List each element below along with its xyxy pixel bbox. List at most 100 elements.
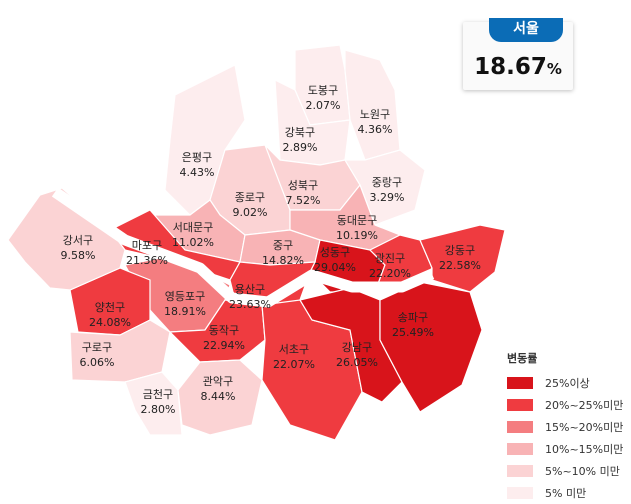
legend-label: 25%이상 xyxy=(545,377,590,390)
legend-title: 변동률 xyxy=(507,352,538,365)
district-name: 서대문구 xyxy=(172,221,214,234)
district-label: 성북구 7.52% xyxy=(286,178,321,208)
district-name: 성동구 xyxy=(319,246,351,259)
district-name: 도봉구 xyxy=(307,84,339,97)
district-name: 노원구 xyxy=(359,108,391,121)
district-rate: 21.36% xyxy=(126,254,168,267)
district-name: 금천구 xyxy=(142,388,174,401)
district-name: 송파구 xyxy=(397,311,429,324)
district-rate: 18.91% xyxy=(164,305,206,318)
legend-swatch xyxy=(507,421,533,433)
district-label: 강남구 26.05% xyxy=(336,340,378,370)
district-rate: 2.89% xyxy=(282,141,318,154)
legend-swatch xyxy=(507,443,533,455)
legend-swatch xyxy=(507,399,533,411)
district-rate: 4.43% xyxy=(179,166,215,179)
district-label: 광진구 22.20% xyxy=(369,251,411,281)
district-label: 양천구 24.08% xyxy=(89,300,131,330)
district-23[interactable] xyxy=(299,287,403,403)
legend-item: 5% 미만 xyxy=(507,482,623,504)
district-name: 마포구 xyxy=(131,239,163,252)
district-rate: 29.04% xyxy=(314,261,356,274)
district-label: 중랑구 3.29% xyxy=(370,175,405,205)
district-name: 종로구 xyxy=(234,191,266,204)
district-rate: 4.36% xyxy=(357,123,393,136)
district-rate: 26.05% xyxy=(336,356,378,369)
district-label: 동대문구 10.19% xyxy=(336,213,378,243)
legend-swatch xyxy=(507,377,533,389)
district-label: 종로구 9.02% xyxy=(233,190,268,220)
legend-label: 20%~25%미만 xyxy=(545,399,624,412)
district-name: 동작구 xyxy=(208,324,240,337)
district-name: 강동구 xyxy=(444,244,476,257)
legend-item: 5%~10% 미만 xyxy=(507,460,623,482)
district-name: 광진구 xyxy=(374,252,406,265)
district-label: 노원구 4.36% xyxy=(358,107,393,137)
district-rate: 6.06% xyxy=(79,356,115,369)
legend-label: 5% 미만 xyxy=(545,487,587,500)
district-rate: 23.63% xyxy=(229,298,271,311)
district-24[interactable] xyxy=(379,281,483,413)
region-ribbon: 서울 xyxy=(489,18,563,42)
district-rate: 14.82% xyxy=(262,254,304,267)
district-name: 구로구 xyxy=(81,341,113,354)
legend-item: 10%~15%미만 xyxy=(507,438,623,460)
legend-item: 20%~25%미만 xyxy=(507,394,623,416)
han-river xyxy=(51,187,435,308)
district-rate: 7.52% xyxy=(285,194,321,207)
legend-swatch xyxy=(507,487,533,499)
district-label: 송파구 25.49% xyxy=(392,310,434,340)
district-label: 강북구 2.89% xyxy=(283,125,318,155)
district-label: 관악구 8.44% xyxy=(201,374,236,404)
district-rate: 2.80% xyxy=(140,403,176,416)
legend: 변동률 25%이상 20%~25%미만 15%~20%미만 10%~15%미만 5%~1… xyxy=(507,350,623,504)
district-name: 중랑구 xyxy=(371,176,403,189)
district-label: 금천구 2.80% xyxy=(141,387,176,417)
legend-item: 15%~20%미만 xyxy=(507,416,623,438)
district-name: 서초구 xyxy=(278,343,310,356)
district-name: 강북구 xyxy=(284,126,316,139)
district-name: 동대문구 xyxy=(336,214,378,227)
district-rate: 22.20% xyxy=(369,267,411,280)
district-name: 강남구 xyxy=(341,341,373,354)
district-13[interactable] xyxy=(419,224,506,293)
district-rate: 22.94% xyxy=(203,339,245,352)
district-label: 강서구 9.58% xyxy=(61,233,96,263)
district-name: 양천구 xyxy=(94,301,126,314)
district-label: 마포구 21.36% xyxy=(126,238,168,268)
district-label: 은평구 4.43% xyxy=(180,150,215,180)
district-name: 강서구 xyxy=(62,234,94,247)
district-label: 도봉구 2.07% xyxy=(306,83,341,113)
district-19[interactable] xyxy=(124,371,183,436)
district-name: 은평구 xyxy=(181,151,213,164)
legend-label: 5%~10% 미만 xyxy=(545,465,620,478)
district-rate: 3.29% xyxy=(369,191,405,204)
district-rate: 8.44% xyxy=(200,390,236,403)
district-21[interactable] xyxy=(177,359,263,436)
legend-label: 15%~20%미만 xyxy=(545,421,624,434)
district-name: 관악구 xyxy=(202,375,234,388)
legend-item: 25%이상 xyxy=(507,372,623,394)
seoul-summary-card: 서울 18.67% xyxy=(463,18,573,90)
legend-swatch xyxy=(507,465,533,477)
district-rate: 22.07% xyxy=(273,358,315,371)
district-label: 용산구 23.63% xyxy=(229,282,271,312)
district-rate: 9.02% xyxy=(232,206,268,219)
district-rate: 25.49% xyxy=(392,326,434,339)
district-name: 용산구 xyxy=(234,283,266,296)
district-rate: 24.08% xyxy=(89,316,131,329)
district-label: 영등포구 18.91% xyxy=(164,289,206,319)
district-label: 성동구 29.04% xyxy=(314,245,356,275)
district-label: 강동구 22.58% xyxy=(439,243,481,273)
district-rate: 9.58% xyxy=(60,249,96,262)
district-name: 중구 xyxy=(272,239,294,252)
district-18[interactable] xyxy=(69,319,171,383)
seoul-rate: 18.67% xyxy=(474,54,562,80)
district-label: 중구 14.82% xyxy=(262,238,304,268)
district-name: 영등포구 xyxy=(164,290,206,303)
district-1[interactable] xyxy=(344,49,401,161)
district-label: 동작구 22.94% xyxy=(203,323,245,353)
district-label: 서대문구 11.02% xyxy=(172,220,214,250)
district-label: 서초구 22.07% xyxy=(273,342,315,372)
